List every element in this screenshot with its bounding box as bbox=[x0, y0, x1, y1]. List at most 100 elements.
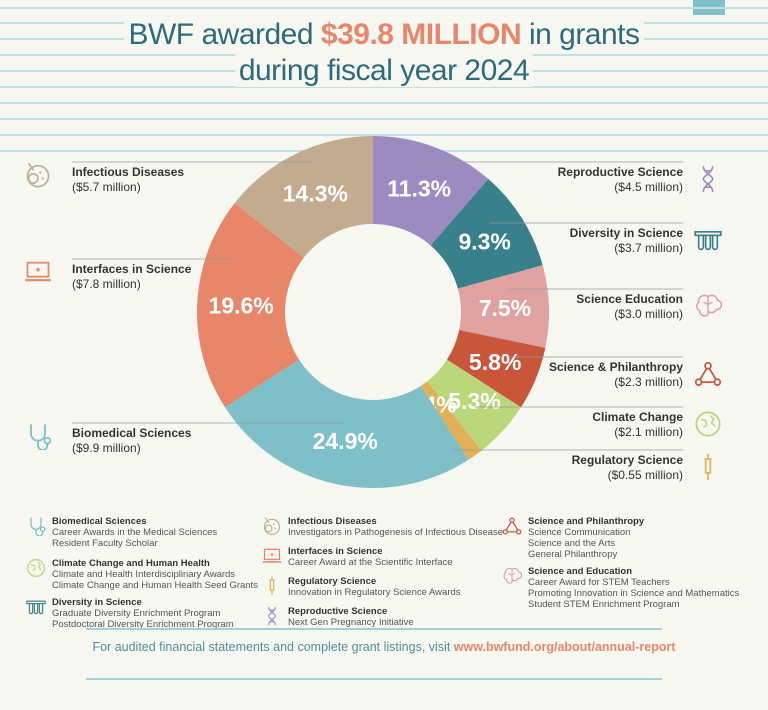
legend-item: Science Communication bbox=[528, 527, 631, 538]
callout-name: Infectious Diseases bbox=[72, 165, 185, 179]
decorative-rule bbox=[0, 118, 768, 120]
callout-regulatory-science: Regulatory Science ($0.55 million) bbox=[572, 453, 683, 483]
slice-regulatory-science bbox=[420, 381, 482, 460]
callout-amount: ($9.9 million) bbox=[72, 441, 141, 455]
donut-chart: 11.3%9.3%7.5%5.8%5.3%1.4%24.9%19.6%14.3% bbox=[72, 136, 683, 489]
slice-climate-change bbox=[427, 359, 521, 451]
callout-interfaces-in-science: Interfaces in Science ($7.8 million) bbox=[72, 262, 191, 292]
legend-item: Graduate Diversity Enrichment Program bbox=[52, 608, 221, 619]
petri-dish-icon bbox=[24, 161, 52, 189]
callout-amount: ($7.8 million) bbox=[72, 277, 141, 291]
callout-name: Climate Change bbox=[592, 410, 683, 424]
decorative-rule bbox=[0, 86, 768, 88]
legend-item: Resident Faculty Scholar bbox=[52, 538, 158, 549]
slice-label: 11.3% bbox=[387, 175, 451, 201]
syringe-icon bbox=[694, 453, 722, 481]
callout-diversity-in-science: Diversity in Science ($3.7 million) bbox=[570, 226, 683, 256]
callout-biomedical-sciences: Biomedical Sciences ($9.9 million) bbox=[72, 426, 191, 456]
annual-report-link[interactable]: www.bwfund.org/about/annual-report bbox=[453, 640, 676, 654]
callout-climate-change: Climate Change ($2.1 million) bbox=[592, 410, 683, 440]
legend-item: Next Gen Pregnancy Initiative bbox=[288, 617, 414, 628]
legend-item: Investigators in Pathogenesis of Infecti… bbox=[288, 527, 503, 538]
globe-icon bbox=[26, 558, 45, 580]
slice-biomedical-sciences bbox=[225, 359, 469, 489]
callout-amount: ($4.5 million) bbox=[614, 180, 683, 194]
legend-title: Science and Education bbox=[528, 566, 632, 577]
network-icon bbox=[694, 360, 722, 388]
legend-title: Reproductive Science bbox=[288, 606, 388, 617]
callout-name: Biomedical Sciences bbox=[72, 426, 192, 440]
slice-science-education bbox=[457, 265, 549, 348]
legend-entry: Biomedical Sciences Career Awards in the … bbox=[52, 516, 217, 549]
callout-amount: ($0.55 million) bbox=[607, 468, 683, 482]
callout-amount: ($2.1 million) bbox=[614, 425, 683, 439]
callout-amount: ($3.0 million) bbox=[614, 307, 683, 321]
title-line-1: BWF awarded $39.8 MILLION in grants bbox=[0, 18, 768, 52]
slice-label: 9.3% bbox=[458, 229, 510, 255]
legend-entry: Infectious Diseases Investigators in Path… bbox=[288, 516, 503, 538]
callout-amount: ($2.3 million) bbox=[614, 375, 683, 389]
slice-diversity-in-science bbox=[430, 179, 543, 289]
slice-label: 24.9% bbox=[313, 428, 378, 454]
laptop-icon bbox=[24, 258, 52, 286]
footer-rule-top bbox=[86, 628, 662, 630]
decorative-rule bbox=[0, 7, 768, 9]
legend-entry: Diversity in Science Graduate Diversity E… bbox=[52, 597, 234, 630]
callout-name: Regulatory Science bbox=[571, 453, 683, 467]
decorative-rule bbox=[0, 134, 768, 136]
footer-rule-bottom bbox=[86, 678, 662, 680]
slice-science-philanthropy bbox=[446, 329, 546, 408]
dna-icon bbox=[694, 165, 722, 193]
slice-interfaces-in-science bbox=[197, 203, 304, 408]
decorative-rule bbox=[0, 102, 768, 104]
legend-item: Climate Change and Human Health Seed Gra… bbox=[52, 580, 258, 591]
callout-infectious-diseases: Infectious Diseases ($5.7 million) bbox=[72, 165, 184, 195]
legend-item: Career Award for STEM Teachers bbox=[528, 577, 670, 588]
slice-label: 5.8% bbox=[469, 349, 521, 375]
callout-science-philanthropy: Science & Philanthropy ($2.3 million) bbox=[549, 360, 683, 390]
slice-label: 14.3% bbox=[283, 180, 348, 206]
test-tubes-icon bbox=[26, 597, 46, 619]
legend-title: Diversity in Science bbox=[52, 597, 142, 608]
legend-item: Science and the Arts bbox=[528, 538, 616, 549]
slice-reproductive-science bbox=[373, 136, 489, 246]
callout-name: Diversity in Science bbox=[569, 226, 683, 240]
legend-title: Regulatory Science bbox=[288, 576, 377, 587]
legend-item: Promoting Innovation in Science and Math… bbox=[528, 588, 740, 599]
legend-entry: Regulatory Science Innovation in Regulato… bbox=[288, 576, 461, 598]
stethoscope-icon bbox=[26, 516, 46, 538]
syringe-icon bbox=[262, 576, 280, 598]
dna-icon bbox=[262, 606, 280, 628]
callout-science-education: Science Education ($3.0 million) bbox=[576, 292, 683, 322]
legend-title: Climate Change and Human Health bbox=[52, 558, 210, 569]
legend-title: Biomedical Sciences bbox=[52, 516, 147, 527]
callout-name: Reproductive Science bbox=[557, 165, 683, 179]
callout-name: Interfaces in Science bbox=[72, 262, 192, 276]
callout-amount: ($3.7 million) bbox=[614, 241, 683, 255]
callout-name: Science & Philanthropy bbox=[548, 360, 683, 374]
brain-icon bbox=[694, 292, 723, 320]
legend-title: Science and Philanthropy bbox=[528, 516, 645, 527]
legend-title: Interfaces in Science bbox=[288, 546, 383, 557]
slice-label: 5.3% bbox=[448, 388, 500, 414]
callout-name: Science Education bbox=[576, 292, 683, 306]
callout-reproductive-science: Reproductive Science ($4.5 million) bbox=[558, 165, 683, 195]
stethoscope-icon bbox=[24, 422, 52, 451]
slice-label: 19.6% bbox=[209, 293, 274, 319]
laptop-icon bbox=[262, 546, 282, 568]
title-line-2: during fiscal year 2024 bbox=[0, 54, 768, 88]
legend-item: General Philanthropy bbox=[528, 549, 618, 560]
slice-label: 7.5% bbox=[479, 295, 531, 321]
legend-item: Student STEM Enrichment Program bbox=[528, 599, 680, 610]
test-tubes-icon bbox=[694, 226, 722, 254]
legend-item: Career Award at the Scientific Interface bbox=[288, 557, 453, 568]
legend-item: Innovation in Regulatory Science Awards bbox=[288, 587, 461, 598]
legend-item: Career Awards in the Medical Sciences bbox=[52, 527, 218, 538]
brain-icon bbox=[502, 566, 523, 588]
slice-infectious-diseases bbox=[234, 136, 373, 258]
legend-title: Infectious Diseases bbox=[288, 516, 377, 527]
footer: For audited financial statements and com… bbox=[92, 640, 676, 654]
legend-entry: Interfaces in Science Career Award at the… bbox=[288, 546, 453, 568]
legend-entry: Climate Change and Human Health Climate a… bbox=[52, 558, 258, 591]
legend-item: Climate and Health Interdisciplinary Awa… bbox=[52, 569, 236, 580]
